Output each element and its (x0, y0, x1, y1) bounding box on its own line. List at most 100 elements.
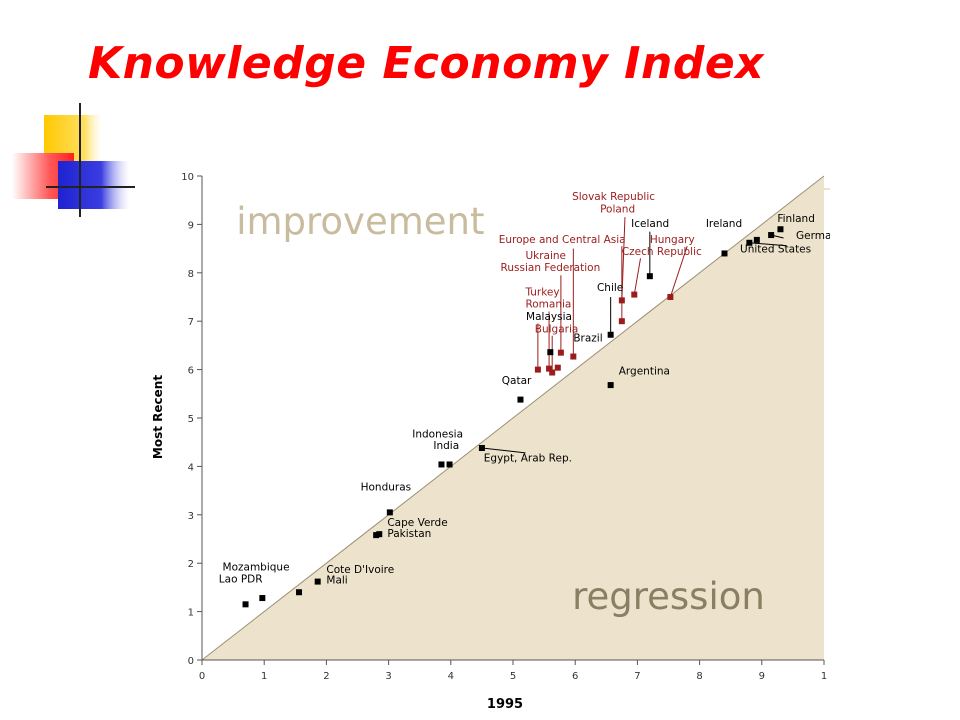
point-label: Argentina (619, 365, 670, 377)
data-point (314, 578, 321, 585)
data-point (777, 226, 784, 233)
y-tick-label: 5 (188, 414, 194, 425)
y-tick-label: 7 (188, 317, 194, 328)
x-tick-label: 4 (448, 671, 454, 682)
point-label: Finland (777, 213, 815, 225)
overlapping-squares-icon (12, 103, 135, 217)
region-label-regression: regression (572, 575, 765, 618)
data-point (618, 297, 625, 304)
reference-line (201, 175, 825, 661)
data-point (631, 291, 638, 298)
y-axis-label: Most Recent (151, 374, 165, 460)
point-label: Czech Republic (622, 246, 702, 258)
y-tick-label: 8 (188, 269, 194, 280)
y-tick-label: 6 (188, 366, 194, 377)
point-label: Poland (600, 203, 635, 215)
point-label: Cote D'Ivoire (326, 564, 394, 576)
point-label: India (433, 440, 459, 452)
data-point (570, 353, 577, 360)
x-tick-label: 9 (759, 671, 765, 682)
point-label: Qatar (502, 375, 532, 387)
data-point (546, 365, 553, 372)
x-tick-label: 3 (385, 671, 391, 682)
x-axis-label: 1995 (486, 697, 524, 712)
point-label: Honduras (361, 482, 412, 494)
point-label: Bulgaria (535, 323, 579, 335)
x-tick-label: 1 (821, 671, 827, 682)
x-tick-label: 0 (199, 671, 205, 682)
point-label: Romania (525, 299, 571, 311)
leader-line (481, 447, 526, 454)
data-point (607, 331, 614, 338)
y-tick-label: 9 (188, 220, 194, 231)
point-label: Mali (326, 575, 347, 587)
point-label: Mozambique (223, 561, 290, 573)
y-tick-label: 2 (188, 559, 194, 570)
data-point (373, 532, 380, 539)
data-point (438, 461, 445, 468)
y-tick-label: 1 (188, 608, 194, 619)
y-tick-label: 0 (188, 656, 194, 667)
point-label: Ukraine (525, 250, 566, 262)
data-point (607, 382, 614, 389)
point-label: Malaysia (526, 311, 572, 323)
data-point (554, 364, 561, 371)
x-tick-label: 1 (261, 671, 267, 682)
point-label: Egypt, Arab Rep. (484, 453, 572, 465)
data-point (478, 445, 485, 452)
y-tick-label: 3 (188, 511, 194, 522)
data-point (746, 239, 753, 246)
leader-line (633, 258, 642, 295)
data-point (517, 396, 524, 403)
data-point (618, 318, 625, 325)
x-tick-label: 5 (510, 671, 516, 682)
x-tick-label: 8 (696, 671, 702, 682)
data-point (549, 369, 556, 376)
point-label: Lao PDR (219, 574, 263, 586)
chart-points (242, 226, 784, 608)
data-point (242, 601, 249, 608)
leader-line (669, 246, 688, 298)
data-point (296, 589, 303, 596)
data-point (259, 595, 266, 602)
data-point (386, 509, 393, 516)
point-label: Cape Verde (387, 517, 447, 529)
point-label: Iceland (631, 218, 669, 230)
point-label: Europe and Central Asia (499, 234, 626, 246)
y-tick-label: 10 (181, 172, 194, 183)
slide-title: Knowledge Economy Index (88, 38, 765, 89)
data-point (547, 349, 554, 356)
leader-line (749, 242, 787, 247)
point-label: Pakistan (387, 528, 431, 540)
point-label: Indonesia (412, 428, 463, 440)
point-label: Chile (597, 282, 623, 294)
data-point (446, 461, 453, 468)
point-label: Germany (796, 230, 830, 242)
point-label: Brazil (573, 333, 602, 345)
x-tick-label: 6 (572, 671, 578, 682)
point-label: Hungary (650, 234, 695, 246)
point-label: United States (740, 243, 811, 255)
x-tick-label: 2 (323, 671, 329, 682)
point-label: Slovak Republic (572, 191, 655, 203)
region-label-improvement: improvement (236, 200, 484, 243)
point-label: Russian Federation (501, 262, 601, 274)
y-tick-label: 4 (188, 462, 194, 473)
point-label: Ireland (706, 218, 742, 230)
leader-line (621, 217, 626, 301)
data-point (557, 349, 564, 356)
region-edge (824, 188, 830, 190)
chart-annotations: improvement regression (236, 200, 765, 618)
data-point (667, 294, 674, 300)
point-label: Turkey (524, 287, 559, 299)
data-point (721, 250, 728, 257)
data-point (376, 531, 383, 538)
data-point (646, 273, 653, 280)
x-tick-label: 7 (634, 671, 640, 682)
data-point (768, 232, 775, 239)
data-point (753, 236, 760, 243)
data-point (534, 366, 541, 373)
